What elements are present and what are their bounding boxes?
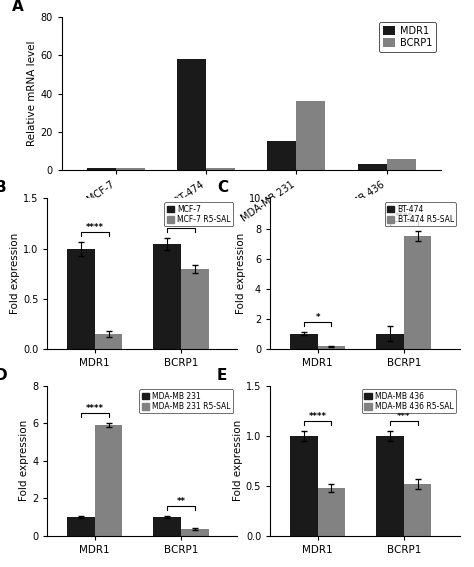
Y-axis label: Fold expression: Fold expression	[10, 233, 20, 314]
Bar	[296, 101, 325, 170]
Bar	[376, 333, 404, 349]
Y-axis label: Fold expression: Fold expression	[19, 420, 29, 501]
Bar	[67, 248, 95, 349]
Legend: MDA-MB 231, MDA-MB 231 R5-SAL: MDA-MB 231, MDA-MB 231 R5-SAL	[139, 390, 233, 413]
Bar	[318, 488, 345, 536]
Text: A: A	[12, 0, 24, 14]
Text: **: **	[176, 497, 185, 506]
Bar	[87, 168, 116, 170]
Y-axis label: Relative mRNA level: Relative mRNA level	[27, 41, 37, 146]
Bar	[267, 141, 296, 170]
Text: **: **	[176, 219, 185, 228]
Legend: BT-474, BT-474 R5-SAL: BT-474, BT-474 R5-SAL	[384, 202, 456, 226]
Bar	[154, 517, 181, 536]
Text: D: D	[0, 367, 7, 383]
Bar	[404, 236, 431, 349]
Bar	[95, 333, 122, 349]
Bar	[95, 425, 122, 536]
Text: B: B	[0, 180, 6, 196]
Legend: MCF-7, MCF-7 R5-SAL: MCF-7, MCF-7 R5-SAL	[164, 202, 233, 226]
Bar	[290, 435, 318, 536]
Text: C: C	[217, 180, 228, 196]
Bar	[376, 435, 404, 536]
Bar	[290, 333, 318, 349]
Bar	[154, 244, 181, 349]
Legend: MDA-MB 436, MDA-MB 436 R5-SAL: MDA-MB 436, MDA-MB 436 R5-SAL	[362, 390, 456, 413]
Y-axis label: Fold expression: Fold expression	[233, 420, 243, 501]
Y-axis label: Fold expression: Fold expression	[236, 233, 246, 314]
Bar	[404, 484, 431, 536]
Text: ****: ****	[309, 412, 327, 421]
Text: E: E	[217, 367, 228, 383]
Text: ****: ****	[86, 223, 104, 232]
Bar	[318, 346, 345, 349]
Text: *: *	[315, 314, 320, 323]
Bar	[181, 529, 209, 536]
Bar	[67, 517, 95, 536]
Text: ****: ****	[86, 404, 104, 413]
Bar	[177, 59, 206, 170]
Bar	[387, 159, 416, 170]
Bar	[206, 168, 235, 170]
Bar	[116, 168, 145, 170]
Text: ****: ****	[395, 212, 413, 221]
Bar	[181, 269, 209, 349]
Text: ***: ***	[397, 412, 410, 421]
Bar	[358, 164, 387, 170]
Legend: MDR1, BCRP1: MDR1, BCRP1	[379, 22, 436, 52]
